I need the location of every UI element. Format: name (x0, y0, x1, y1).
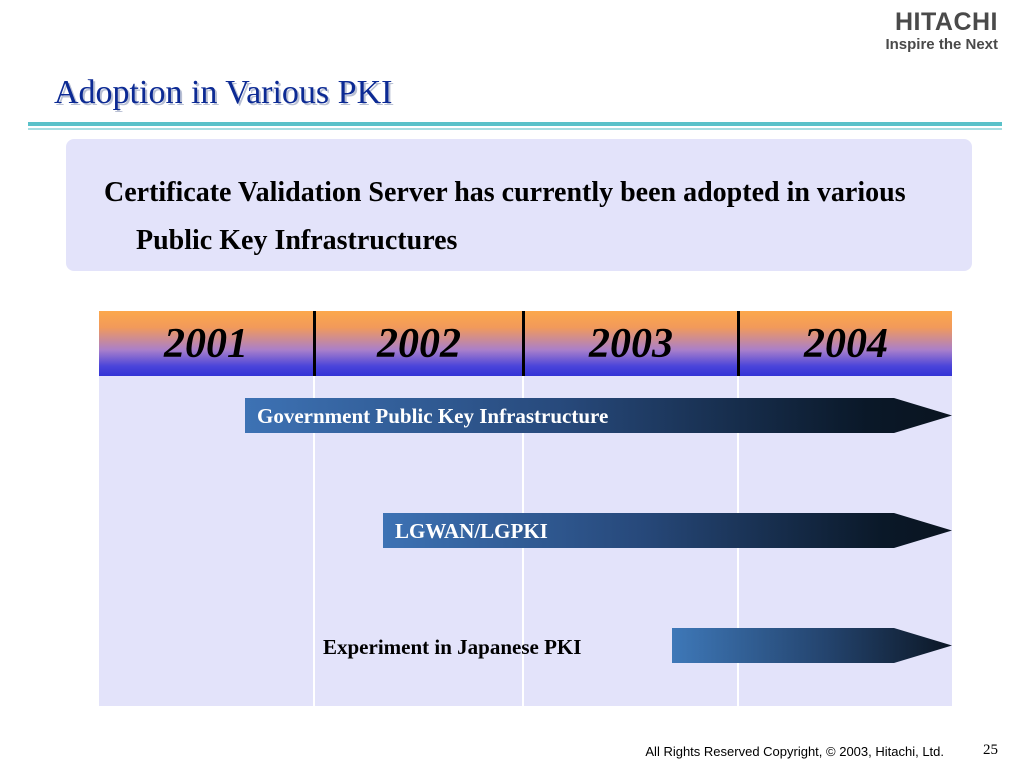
japanese-pki-experiment-label: Experiment in Japanese PKI (323, 635, 582, 659)
copyright-footer: All Rights Reserved Copyright, © 2003, H… (645, 744, 944, 759)
logo-brand: HITACHI (894, 8, 998, 36)
year-label: 2004 (804, 320, 888, 367)
year-label: 2003 (589, 320, 673, 367)
title-divider-thin (28, 128, 1002, 130)
year-separator (313, 311, 316, 376)
year-label: 2001 (164, 320, 248, 367)
logo-tagline: Inspire the Next (885, 36, 998, 53)
intro-text: Certificate Validation Server has curren… (104, 177, 906, 256)
gpki-label: Government Public Key Infrastructure (257, 404, 609, 428)
gpki-arrow: Government Public Key Infrastructure (245, 398, 952, 433)
year-header: 2001 2002 2003 2004 (99, 311, 952, 376)
year-separator (737, 311, 740, 376)
year-separator (522, 311, 525, 376)
year-cell-2004: 2004 (740, 311, 952, 376)
title-divider (28, 122, 1002, 126)
page-number: 25 (983, 742, 998, 758)
lgwan-arrow: LGWAN/LGPKI (383, 513, 952, 548)
lgwan-label: LGWAN/LGPKI (395, 519, 548, 543)
japanese-pki-experiment-arrow (672, 628, 952, 663)
slide-title: Adoption in Various PKI (54, 74, 393, 111)
intro-panel: Certificate Validation Server has curren… (66, 139, 972, 271)
column-divider (313, 376, 315, 706)
hitachi-logo: HITACHI Inspire the Next (885, 8, 998, 54)
year-cell-2002: 2002 (316, 311, 522, 376)
year-label: 2002 (377, 320, 461, 367)
year-cell-2003: 2003 (525, 311, 737, 376)
adoption-timeline: 2001 2002 2003 2004 Government Public Ke… (99, 311, 952, 706)
year-cell-2001: 2001 (99, 311, 313, 376)
